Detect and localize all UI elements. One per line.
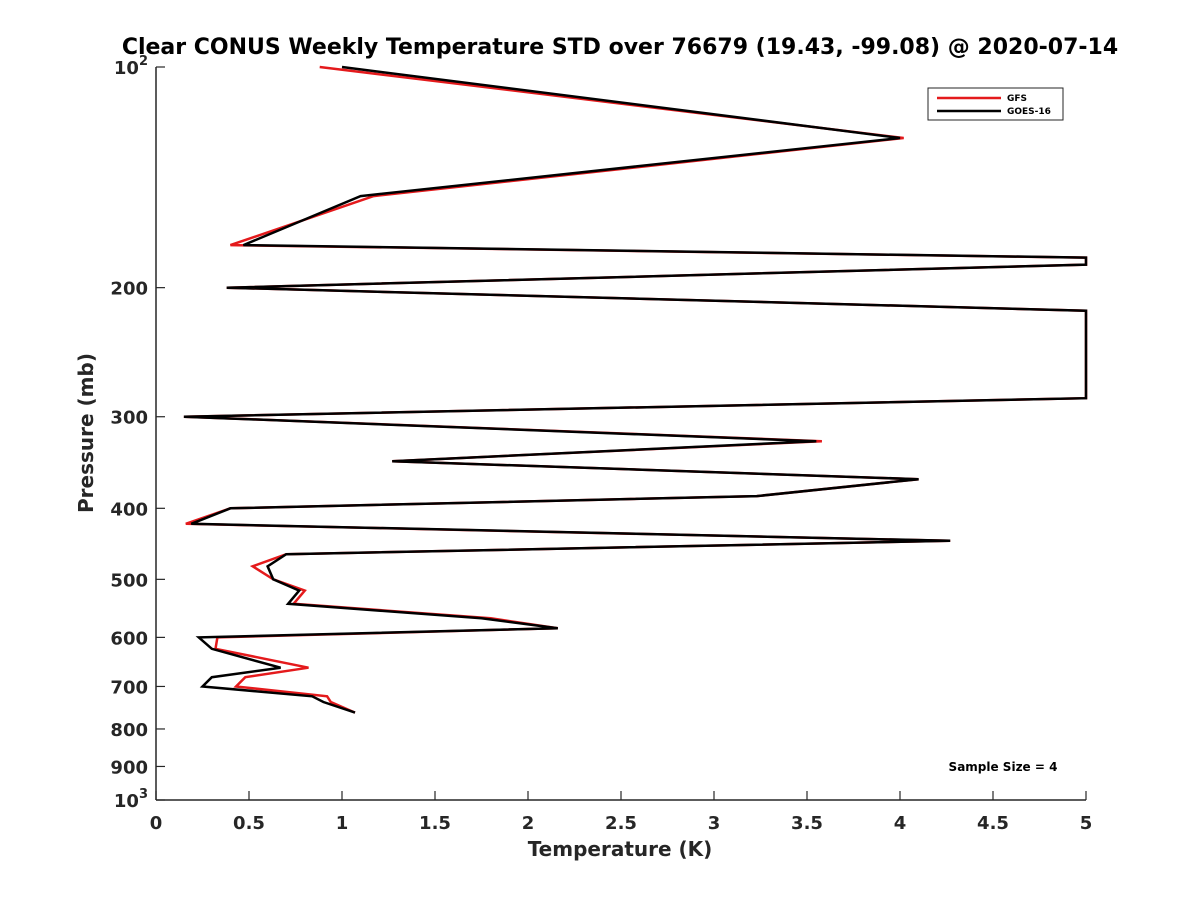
y-tick-label: 500 bbox=[110, 570, 148, 591]
chart-title: Clear CONUS Weekly Temperature STD over … bbox=[122, 35, 1118, 60]
y-tick-label: 800 bbox=[110, 720, 148, 741]
y-tick-exponent: 2 bbox=[139, 54, 148, 69]
y-tick-label-power: 103 bbox=[114, 787, 148, 812]
x-tick-label: 2 bbox=[522, 813, 535, 834]
x-axis-ticks: 0 0.5 1 1.5 2 2.5 3 3.5 4 4.5 5 bbox=[150, 791, 1093, 834]
legend-label-goes-16: GOES-16 bbox=[1007, 107, 1051, 117]
y-tick-label: 400 bbox=[110, 499, 148, 520]
x-tick-label: 0.5 bbox=[233, 813, 265, 834]
x-tick-label: 1.5 bbox=[419, 813, 451, 834]
x-tick-label: 4 bbox=[894, 813, 907, 834]
sample-size-annotation: Sample Size = 4 bbox=[949, 760, 1058, 774]
series-group bbox=[183, 65, 1088, 714]
series-line-goes-16 bbox=[183, 65, 1088, 714]
y-tick-label: 900 bbox=[110, 757, 148, 778]
y-tick-exponent: 3 bbox=[139, 787, 148, 802]
y-tick-label: 600 bbox=[110, 628, 148, 649]
legend-box bbox=[927, 87, 1064, 121]
y-tick-base: 10 bbox=[114, 791, 139, 812]
x-tick-label: 4.5 bbox=[977, 813, 1009, 834]
x-tick-label: 3.5 bbox=[791, 813, 823, 834]
x-tick-label: 2.5 bbox=[605, 813, 637, 834]
x-tick-label: 1 bbox=[336, 813, 349, 834]
x-tick-label: 0 bbox=[150, 813, 163, 834]
x-tick-label: 3 bbox=[708, 813, 721, 834]
plot-area bbox=[155, 65, 1088, 801]
y-tick-label: 300 bbox=[110, 408, 148, 429]
legend-label-gfs: GFS bbox=[1007, 94, 1027, 104]
y-tick-base: 10 bbox=[114, 58, 139, 79]
legend: GFS GOES-16 bbox=[927, 87, 1064, 121]
y-axis-label: Pressure (mb) bbox=[74, 353, 98, 513]
y-tick-label-power: 102 bbox=[114, 54, 148, 79]
x-axis-label: Temperature (K) bbox=[528, 837, 713, 861]
y-tick-label: 200 bbox=[110, 279, 148, 300]
y-tick-label: 700 bbox=[110, 677, 148, 698]
x-tick-label: 5 bbox=[1080, 813, 1093, 834]
